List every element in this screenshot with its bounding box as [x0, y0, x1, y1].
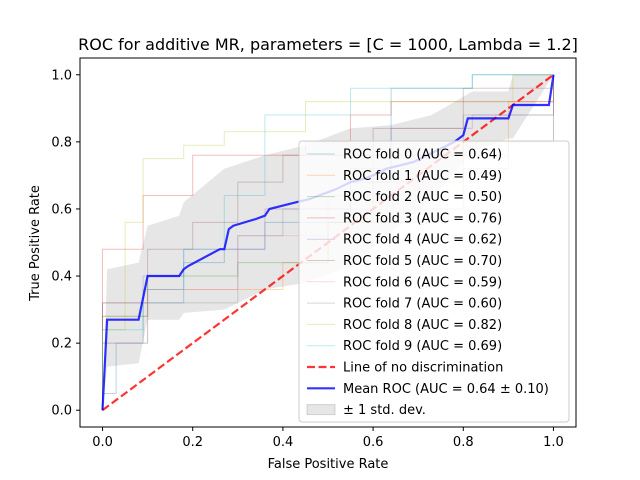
legend-label: ROC fold 5 (AUC = 0.70)	[343, 254, 502, 269]
legend-label: Line of no discrimination	[343, 361, 503, 376]
legend-swatch-band	[306, 404, 336, 416]
y-tick-label: 0.8	[51, 135, 72, 150]
y-tick-label: 0.4	[51, 270, 72, 285]
legend-label: ROC fold 6 (AUC = 0.59)	[343, 275, 502, 290]
legend-box	[298, 140, 570, 423]
legend-label: ROC fold 3 (AUC = 0.76)	[343, 211, 502, 226]
y-tick-label: 0.0	[51, 404, 72, 419]
series-line-9	[102, 74, 554, 411]
legend-label: ROC fold 1 (AUC = 0.49)	[343, 169, 502, 184]
legend-label: Mean ROC (AUC = 0.64 ± 0.10)	[343, 382, 549, 397]
legend-label: ROC fold 4 (AUC = 0.62)	[343, 233, 502, 248]
y-axis-label: True Positive Rate	[28, 185, 43, 302]
x-tick-label: 1.0	[543, 435, 564, 450]
legend-label: ROC fold 0 (AUC = 0.64)	[343, 148, 502, 163]
axes: 0.0 0.2 0.4 0.6 0.8 1.0 0.0 0.2 0.4 0.6 0.8 1.0	[51, 57, 577, 450]
legend-label: ROC fold 9 (AUC = 0.69)	[343, 339, 502, 354]
x-tick-label: 0.2	[182, 435, 203, 450]
series-line-7	[102, 74, 554, 411]
x-tick-label: 0.8	[453, 435, 474, 450]
legend: ROC fold 0 (AUC = 0.64) ROC fold 1 (AUC =…	[298, 140, 570, 423]
series-line-8	[102, 74, 554, 411]
y-tick-label: 0.6	[51, 202, 72, 217]
y-tick-label: 1.0	[51, 68, 72, 83]
chart-title: ROC for additive MR, parameters = [C = 1…	[78, 35, 578, 54]
x-tick-label: 0.6	[363, 435, 384, 450]
legend-label: ROC fold 8 (AUC = 0.82)	[343, 318, 502, 333]
legend-label: ROC fold 2 (AUC = 0.50)	[343, 190, 502, 205]
x-tick-label: 0.4	[273, 435, 294, 450]
legend-label: ± 1 std. dev.	[343, 403, 426, 418]
x-tick-label: 0.0	[92, 435, 113, 450]
y-tick-label: 0.2	[51, 337, 72, 352]
axes-frame	[79, 57, 577, 428]
legend-label: ROC fold 7 (AUC = 0.60)	[343, 297, 502, 312]
x-axis-label: False Positive Rate	[268, 457, 389, 472]
